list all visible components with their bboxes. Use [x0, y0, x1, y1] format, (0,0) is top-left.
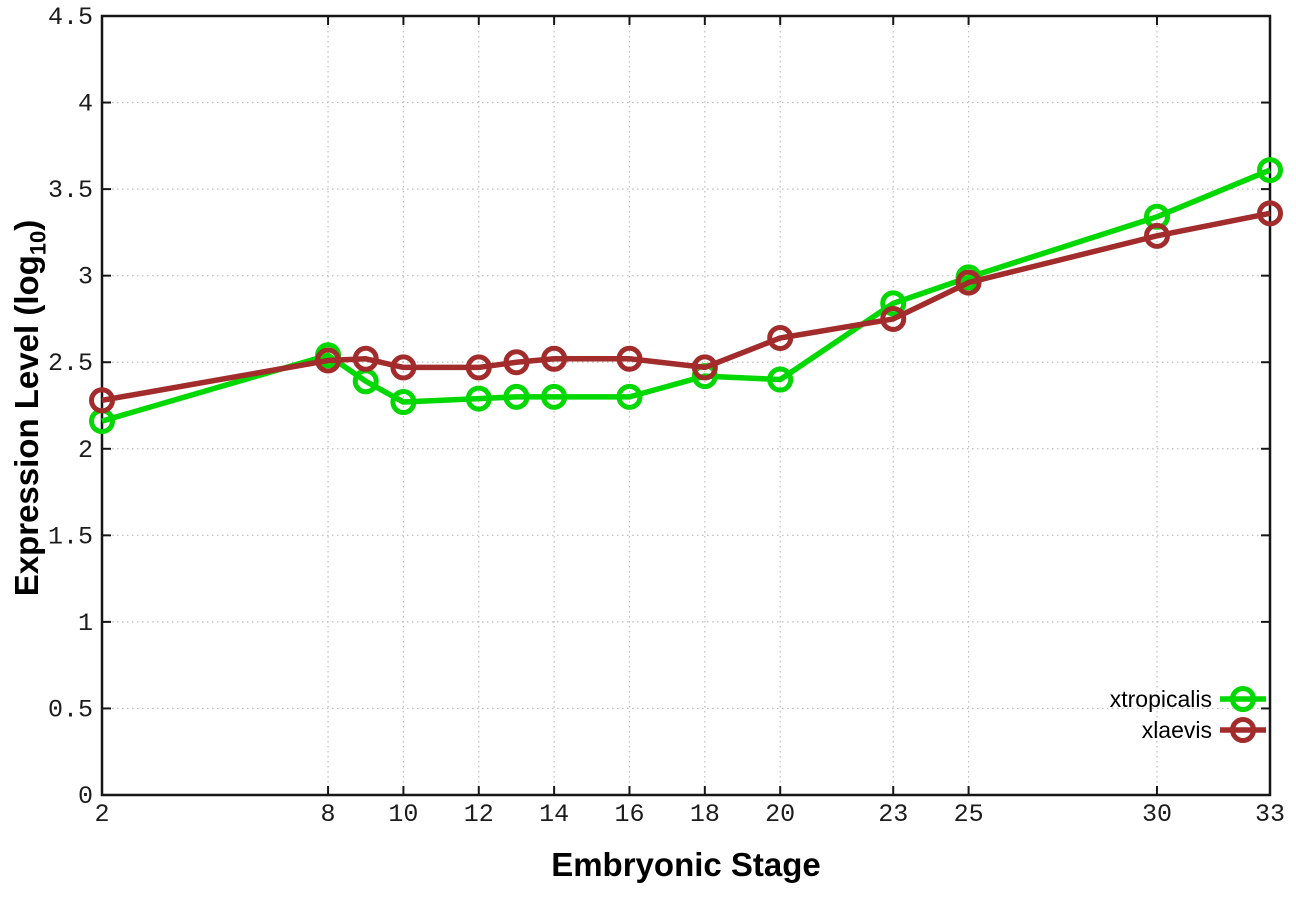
data-point-xlaevis-stage-2 [89, 387, 115, 414]
y-tick-label: 0 [78, 782, 93, 811]
x-tick-label: 33 [1255, 800, 1285, 829]
data-point-xlaevis-stage-18 [691, 354, 718, 381]
data-point-xlaevis-stage-20 [767, 324, 794, 351]
y-axis-title: Expression Level (log10) [8, 219, 51, 597]
x-tick-label: 20 [765, 800, 795, 829]
data-point-xtropicalis-stage-16 [616, 383, 643, 410]
data-point-xlaevis-stage-30 [1143, 222, 1170, 249]
data-point-xlaevis-stage-13 [503, 349, 530, 376]
x-tick-label: 14 [539, 800, 569, 829]
legend-label-xlaevis: xlaevis [1142, 717, 1212, 743]
data-point-xtropicalis-stage-13 [503, 383, 530, 410]
data-point-xtropicalis-stage-20 [767, 366, 794, 393]
y-tick-label: 0.5 [48, 695, 93, 724]
legend-marker-xlaevis [1230, 717, 1256, 743]
x-axis-title: Embryonic Stage [551, 846, 821, 883]
y-tick-label: 1 [78, 609, 93, 638]
y-tick-label: 1.5 [48, 522, 93, 551]
data-point-xlaevis-stage-9 [352, 345, 379, 372]
data-point-xlaevis-stage-8 [315, 347, 342, 374]
data-point-xtropicalis-stage-14 [541, 383, 568, 410]
data-point-xlaevis-stage-10 [390, 354, 417, 381]
data-point-xtropicalis-stage-23 [880, 290, 907, 317]
x-tick-label: 16 [614, 800, 644, 829]
data-point-xlaevis-stage-33 [1257, 200, 1283, 227]
y-tick-label: 3.5 [48, 176, 93, 205]
x-tick-label: 23 [878, 800, 908, 829]
x-tick-label: 8 [321, 800, 336, 829]
data-point-xlaevis-stage-25 [955, 269, 982, 296]
x-tick-label: 2 [94, 800, 109, 829]
y-axis-title-subscript: 10 [25, 230, 51, 256]
series-line-xtropicalis [101, 167, 1272, 424]
y-tick-label: 2 [78, 436, 93, 465]
x-tick-label: 12 [464, 800, 494, 829]
data-point-xlaevis-stage-23 [880, 305, 907, 332]
data-point-xlaevis-stage-16 [616, 345, 643, 372]
data-point-xlaevis-stage-12 [465, 354, 492, 381]
data-point-xtropicalis-stage-10 [390, 389, 417, 416]
x-tick-label: 18 [690, 800, 720, 829]
data-point-xlaevis-stage-14 [541, 345, 568, 372]
legend-label-xtropicalis: xtropicalis [1110, 686, 1212, 712]
x-tick-label: 25 [954, 800, 984, 829]
legend-marker-xtropicalis [1230, 686, 1256, 712]
y-axis-title-text: Expression Level (log [8, 255, 45, 597]
y-axis-title-paren: ) [8, 219, 45, 231]
data-point-xtropicalis-stage-33 [1257, 157, 1283, 184]
x-tick-label: 30 [1142, 800, 1172, 829]
series-line-xlaevis [101, 210, 1271, 404]
x-tick-label: 10 [388, 800, 418, 829]
y-tick-label: 3 [78, 263, 93, 292]
y-tick-label: 2.5 [48, 349, 93, 378]
y-tick-label: 4.5 [48, 3, 93, 32]
y-tick-label: 4 [78, 90, 93, 119]
plot-border [100, 14, 1272, 797]
data-point-xtropicalis-stage-12 [465, 385, 492, 412]
